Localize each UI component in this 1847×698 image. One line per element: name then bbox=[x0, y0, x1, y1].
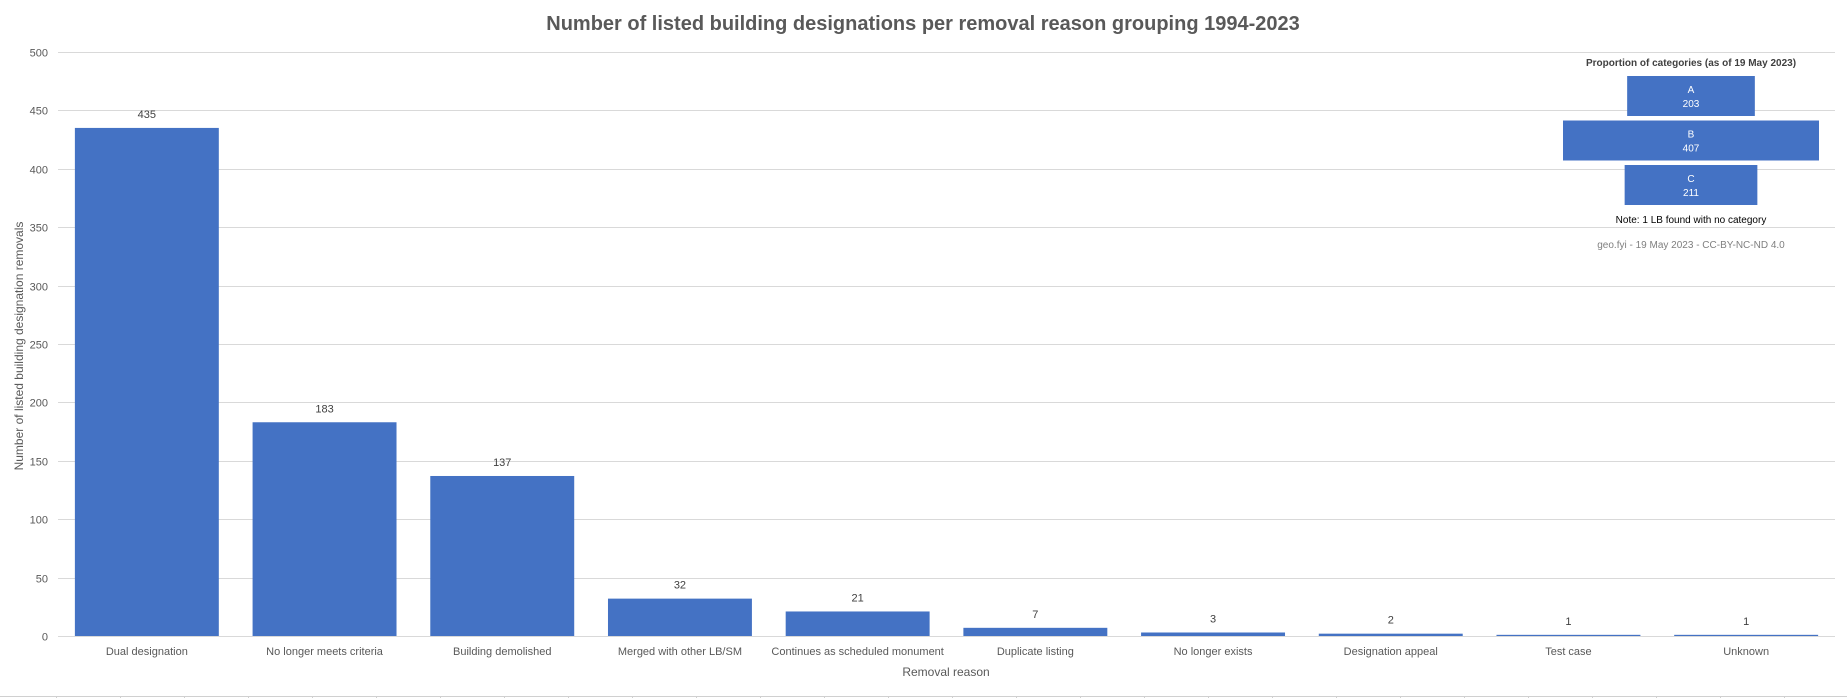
y-tick-label: 50 bbox=[36, 574, 48, 586]
data-label: 1 bbox=[1565, 616, 1571, 628]
y-tick-label: 200 bbox=[30, 398, 48, 410]
y-tick-label: 0 bbox=[42, 632, 48, 644]
y-tick-label: 500 bbox=[30, 48, 48, 60]
x-tick-label: No longer meets criteria bbox=[266, 646, 384, 658]
x-tick-label: Merged with other LB/SM bbox=[618, 646, 742, 658]
inset-note: Note: 1 LB found with no category bbox=[1616, 215, 1767, 226]
category-funnel-inset: Proportion of categories (as of 19 May 2… bbox=[1563, 58, 1819, 251]
bar-test-case bbox=[1496, 634, 1641, 636]
data-label: 32 bbox=[674, 580, 686, 592]
inset-bar-label: C bbox=[1687, 174, 1694, 185]
y-tick-label: 350 bbox=[30, 223, 48, 235]
bar-duplicate-listing bbox=[963, 627, 1108, 636]
x-tick-label: Dual designation bbox=[106, 646, 188, 658]
y-tick-label: 450 bbox=[30, 106, 48, 118]
y-tick-label: 100 bbox=[30, 515, 48, 527]
x-tick-label: No longer exists bbox=[1174, 646, 1253, 658]
y-tick-label: 250 bbox=[30, 340, 48, 352]
data-label: 7 bbox=[1032, 609, 1038, 621]
bar-no-longer-exists bbox=[1141, 632, 1286, 636]
bar-unknown bbox=[1674, 634, 1819, 636]
inset-bar-value: 211 bbox=[1683, 188, 1699, 199]
x-tick-label: Building demolished bbox=[453, 646, 551, 658]
x-tick-label: Duplicate listing bbox=[997, 646, 1074, 658]
bar-continues-as-scheduled-monument bbox=[785, 611, 930, 636]
data-label: 183 bbox=[315, 403, 333, 415]
y-tick-label: 150 bbox=[30, 457, 48, 469]
bar-designation-appeal bbox=[1318, 633, 1463, 636]
bars bbox=[74, 127, 1819, 637]
data-label: 2 bbox=[1388, 615, 1394, 627]
bar-no-longer-meets-criteria bbox=[252, 422, 397, 636]
data-label: 3 bbox=[1210, 613, 1216, 625]
inset-bar-value: 203 bbox=[1683, 99, 1700, 110]
x-tick-label: Test case bbox=[1545, 646, 1591, 658]
y-axis-title: Number of listed building designation re… bbox=[12, 222, 26, 471]
bar-building-demolished bbox=[430, 475, 575, 636]
bar-dual-designation bbox=[74, 127, 219, 637]
inset-bar-a bbox=[1627, 76, 1755, 116]
inset-bar-c bbox=[1624, 165, 1758, 205]
bar-merged-with-other-lb-sm bbox=[607, 598, 752, 636]
data-label: 137 bbox=[493, 457, 511, 469]
y-axis-ticks: 0 50 100 150 200 250 300 350 400 450 500 bbox=[30, 48, 48, 644]
x-tick-label: Designation appeal bbox=[1344, 646, 1438, 658]
y-tick-label: 400 bbox=[30, 165, 48, 177]
inset-title: Proportion of categories (as of 19 May 2… bbox=[1586, 58, 1796, 69]
data-label: 1 bbox=[1743, 616, 1749, 628]
x-axis-title: Removal reason bbox=[902, 665, 989, 679]
inset-bar-b bbox=[1563, 120, 1819, 161]
chart-title: Number of listed building designations p… bbox=[546, 13, 1300, 35]
credit-text: geo.fyi - 19 May 2023 - CC-BY-NC-ND 4.0 bbox=[1597, 240, 1785, 251]
inset-bar-label: B bbox=[1688, 130, 1695, 141]
data-label: 435 bbox=[138, 109, 156, 121]
x-axis-ticks: Dual designation No longer meets criteria… bbox=[106, 646, 1769, 658]
inset-bar-value: 407 bbox=[1683, 144, 1700, 155]
data-label: 21 bbox=[852, 592, 864, 604]
inset-bar-label: A bbox=[1688, 85, 1695, 96]
x-tick-label: Unknown bbox=[1723, 646, 1769, 658]
y-tick-label: 300 bbox=[30, 282, 48, 294]
x-tick-label: Continues as scheduled monument bbox=[771, 646, 943, 658]
